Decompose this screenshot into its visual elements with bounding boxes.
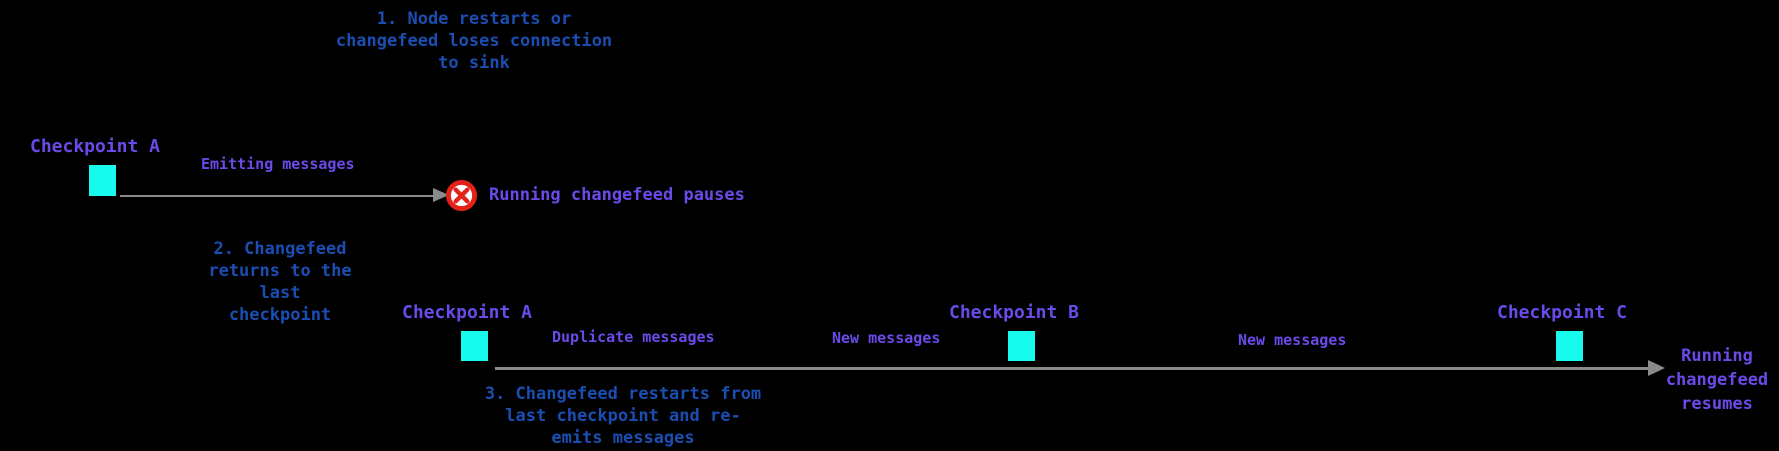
error-x-icon — [446, 180, 477, 215]
step1-annotation: 1. Node restarts or changefeed loses con… — [335, 9, 613, 73]
step3-annotation: 3. Changefeed restarts from last checkpo… — [484, 384, 762, 448]
checkpoint-a-label-row1: Checkpoint A — [29, 136, 161, 157]
checkpoint-a-label-row2: Checkpoint A — [401, 302, 533, 323]
running-changefeed-resumes-label: Running changefeed resumes — [1665, 346, 1769, 414]
emitting-arrow-line — [120, 195, 435, 197]
timeline-arrow-head — [1648, 360, 1665, 376]
checkpoint-b-marker — [1008, 331, 1035, 361]
checkpoint-a-marker-row2 — [461, 331, 488, 361]
checkpoint-c-marker — [1556, 331, 1583, 361]
timeline-arrow-line — [495, 367, 1650, 370]
checkpoint-b-label: Checkpoint B — [948, 302, 1080, 323]
duplicate-messages-label: Duplicate messages — [552, 328, 715, 346]
checkpoint-a-marker-row1 — [89, 165, 116, 196]
running-changefeed-pauses-label: Running changefeed pauses — [489, 185, 745, 205]
new-messages-label-1: New messages — [832, 329, 941, 347]
new-messages-label-2: New messages — [1238, 331, 1347, 349]
emitting-arrow-head — [433, 188, 449, 202]
step2-annotation: 2. Changefeed returns to the last checkp… — [208, 239, 352, 325]
emitting-messages-label: Emitting messages — [201, 155, 355, 173]
checkpoint-c-label: Checkpoint C — [1496, 302, 1628, 323]
